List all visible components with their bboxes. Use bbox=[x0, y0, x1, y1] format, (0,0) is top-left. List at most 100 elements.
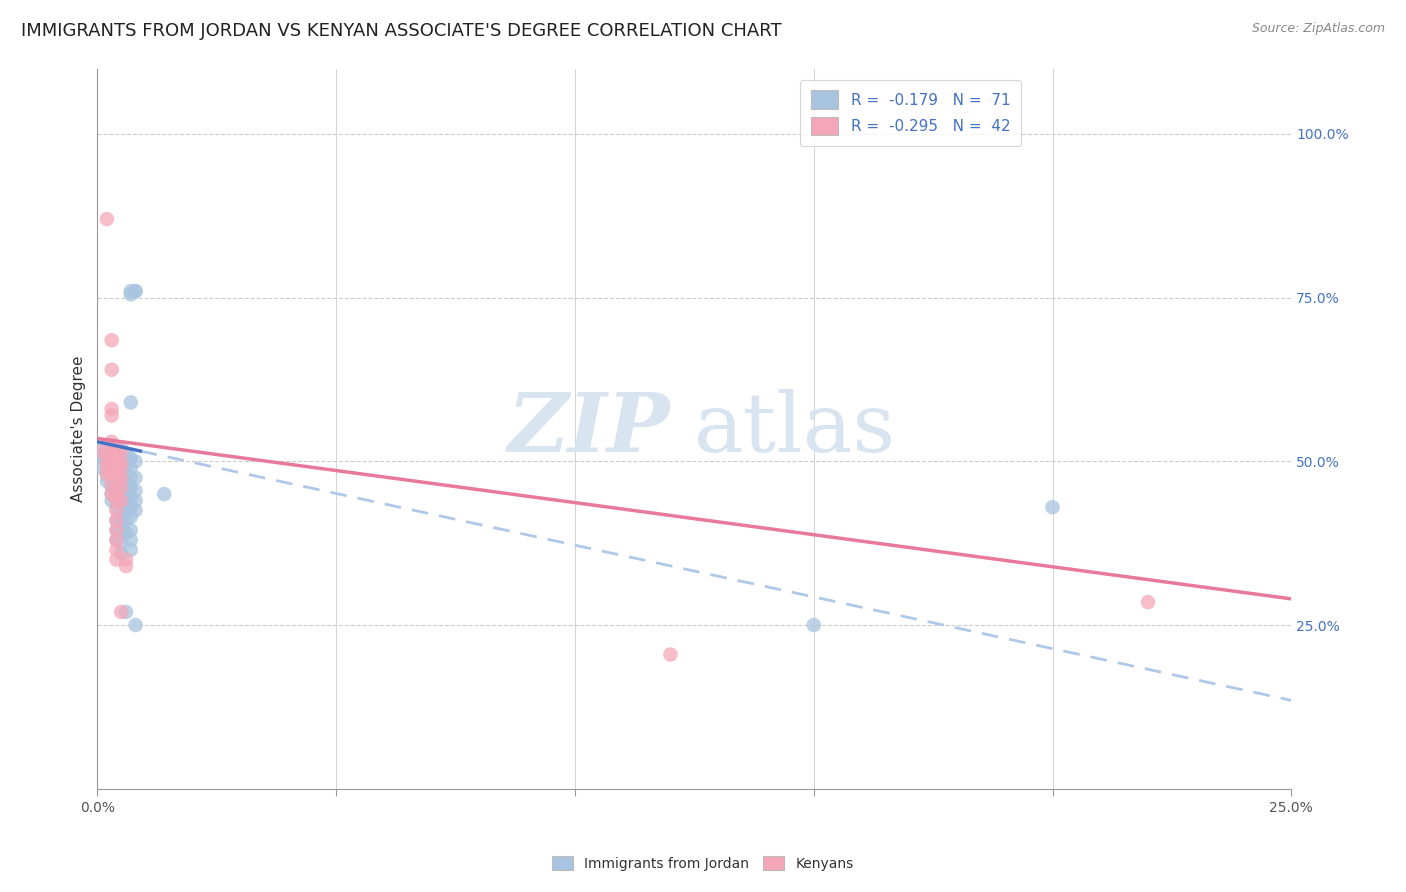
Point bbox=[124, 454, 146, 468]
Point bbox=[115, 503, 138, 517]
Point bbox=[110, 442, 132, 456]
Point bbox=[110, 454, 132, 468]
Point bbox=[100, 467, 122, 482]
Point bbox=[110, 471, 132, 485]
Point bbox=[110, 605, 132, 619]
Point bbox=[96, 461, 118, 475]
Point bbox=[110, 481, 132, 495]
Point bbox=[105, 454, 128, 468]
Point bbox=[100, 438, 122, 452]
Point bbox=[100, 481, 122, 495]
Point bbox=[110, 546, 132, 560]
Point bbox=[100, 402, 122, 417]
Point bbox=[105, 454, 128, 468]
Point bbox=[100, 461, 122, 475]
Point bbox=[100, 442, 122, 456]
Point bbox=[100, 451, 122, 466]
Point bbox=[96, 467, 118, 482]
Point bbox=[120, 471, 142, 485]
Legend: R =  -0.179   N =  71, R =  -0.295   N =  42: R = -0.179 N = 71, R = -0.295 N = 42 bbox=[800, 79, 1021, 146]
Point bbox=[120, 533, 142, 547]
Point bbox=[110, 513, 132, 527]
Point bbox=[115, 487, 138, 501]
Point bbox=[100, 333, 122, 347]
Point bbox=[803, 618, 825, 632]
Point bbox=[124, 493, 146, 508]
Point bbox=[124, 284, 146, 298]
Point bbox=[115, 559, 138, 574]
Point bbox=[105, 552, 128, 566]
Point bbox=[105, 493, 128, 508]
Point bbox=[115, 477, 138, 491]
Point bbox=[105, 533, 128, 547]
Point bbox=[105, 448, 128, 462]
Point bbox=[105, 542, 128, 557]
Point bbox=[110, 451, 132, 466]
Point bbox=[100, 487, 122, 501]
Point bbox=[115, 605, 138, 619]
Point bbox=[105, 513, 128, 527]
Point bbox=[105, 442, 128, 456]
Point bbox=[91, 444, 114, 458]
Text: atlas: atlas bbox=[695, 389, 897, 468]
Point bbox=[100, 448, 122, 462]
Point bbox=[96, 458, 118, 472]
Point bbox=[105, 481, 128, 495]
Point bbox=[96, 444, 118, 458]
Point bbox=[115, 526, 138, 541]
Point bbox=[105, 461, 128, 475]
Point bbox=[96, 467, 118, 482]
Point bbox=[120, 523, 142, 537]
Point bbox=[100, 461, 122, 475]
Point bbox=[120, 395, 142, 409]
Y-axis label: Associate's Degree: Associate's Degree bbox=[72, 355, 86, 502]
Point bbox=[124, 471, 146, 485]
Point bbox=[659, 648, 682, 662]
Point bbox=[120, 481, 142, 495]
Point bbox=[110, 523, 132, 537]
Point bbox=[100, 477, 122, 491]
Point bbox=[115, 493, 138, 508]
Point bbox=[110, 444, 132, 458]
Point bbox=[96, 212, 118, 227]
Point bbox=[120, 284, 142, 298]
Point bbox=[110, 500, 132, 515]
Point bbox=[100, 493, 122, 508]
Point bbox=[120, 491, 142, 505]
Point bbox=[115, 458, 138, 472]
Point bbox=[100, 409, 122, 423]
Point bbox=[91, 442, 114, 456]
Point bbox=[100, 454, 122, 468]
Point bbox=[110, 491, 132, 505]
Point bbox=[105, 513, 128, 527]
Point bbox=[120, 500, 142, 515]
Point bbox=[100, 487, 122, 501]
Point bbox=[105, 444, 128, 458]
Point bbox=[105, 471, 128, 485]
Point bbox=[115, 552, 138, 566]
Point bbox=[105, 467, 128, 482]
Point bbox=[115, 513, 138, 527]
Point bbox=[86, 448, 108, 462]
Point bbox=[110, 461, 132, 475]
Point bbox=[120, 451, 142, 466]
Point bbox=[96, 474, 118, 488]
Point bbox=[110, 481, 132, 495]
Point bbox=[100, 362, 122, 376]
Point bbox=[91, 451, 114, 466]
Point bbox=[120, 461, 142, 475]
Point bbox=[120, 287, 142, 301]
Point bbox=[96, 454, 118, 468]
Point bbox=[1042, 500, 1064, 515]
Legend: Immigrants from Jordan, Kenyans: Immigrants from Jordan, Kenyans bbox=[547, 850, 859, 876]
Point bbox=[105, 533, 128, 547]
Point bbox=[124, 618, 146, 632]
Point bbox=[120, 510, 142, 524]
Point bbox=[91, 461, 114, 475]
Point bbox=[115, 448, 138, 462]
Text: Source: ZipAtlas.com: Source: ZipAtlas.com bbox=[1251, 22, 1385, 36]
Point bbox=[110, 534, 132, 549]
Point bbox=[110, 461, 132, 475]
Text: ZIP: ZIP bbox=[508, 389, 671, 468]
Point bbox=[105, 487, 128, 501]
